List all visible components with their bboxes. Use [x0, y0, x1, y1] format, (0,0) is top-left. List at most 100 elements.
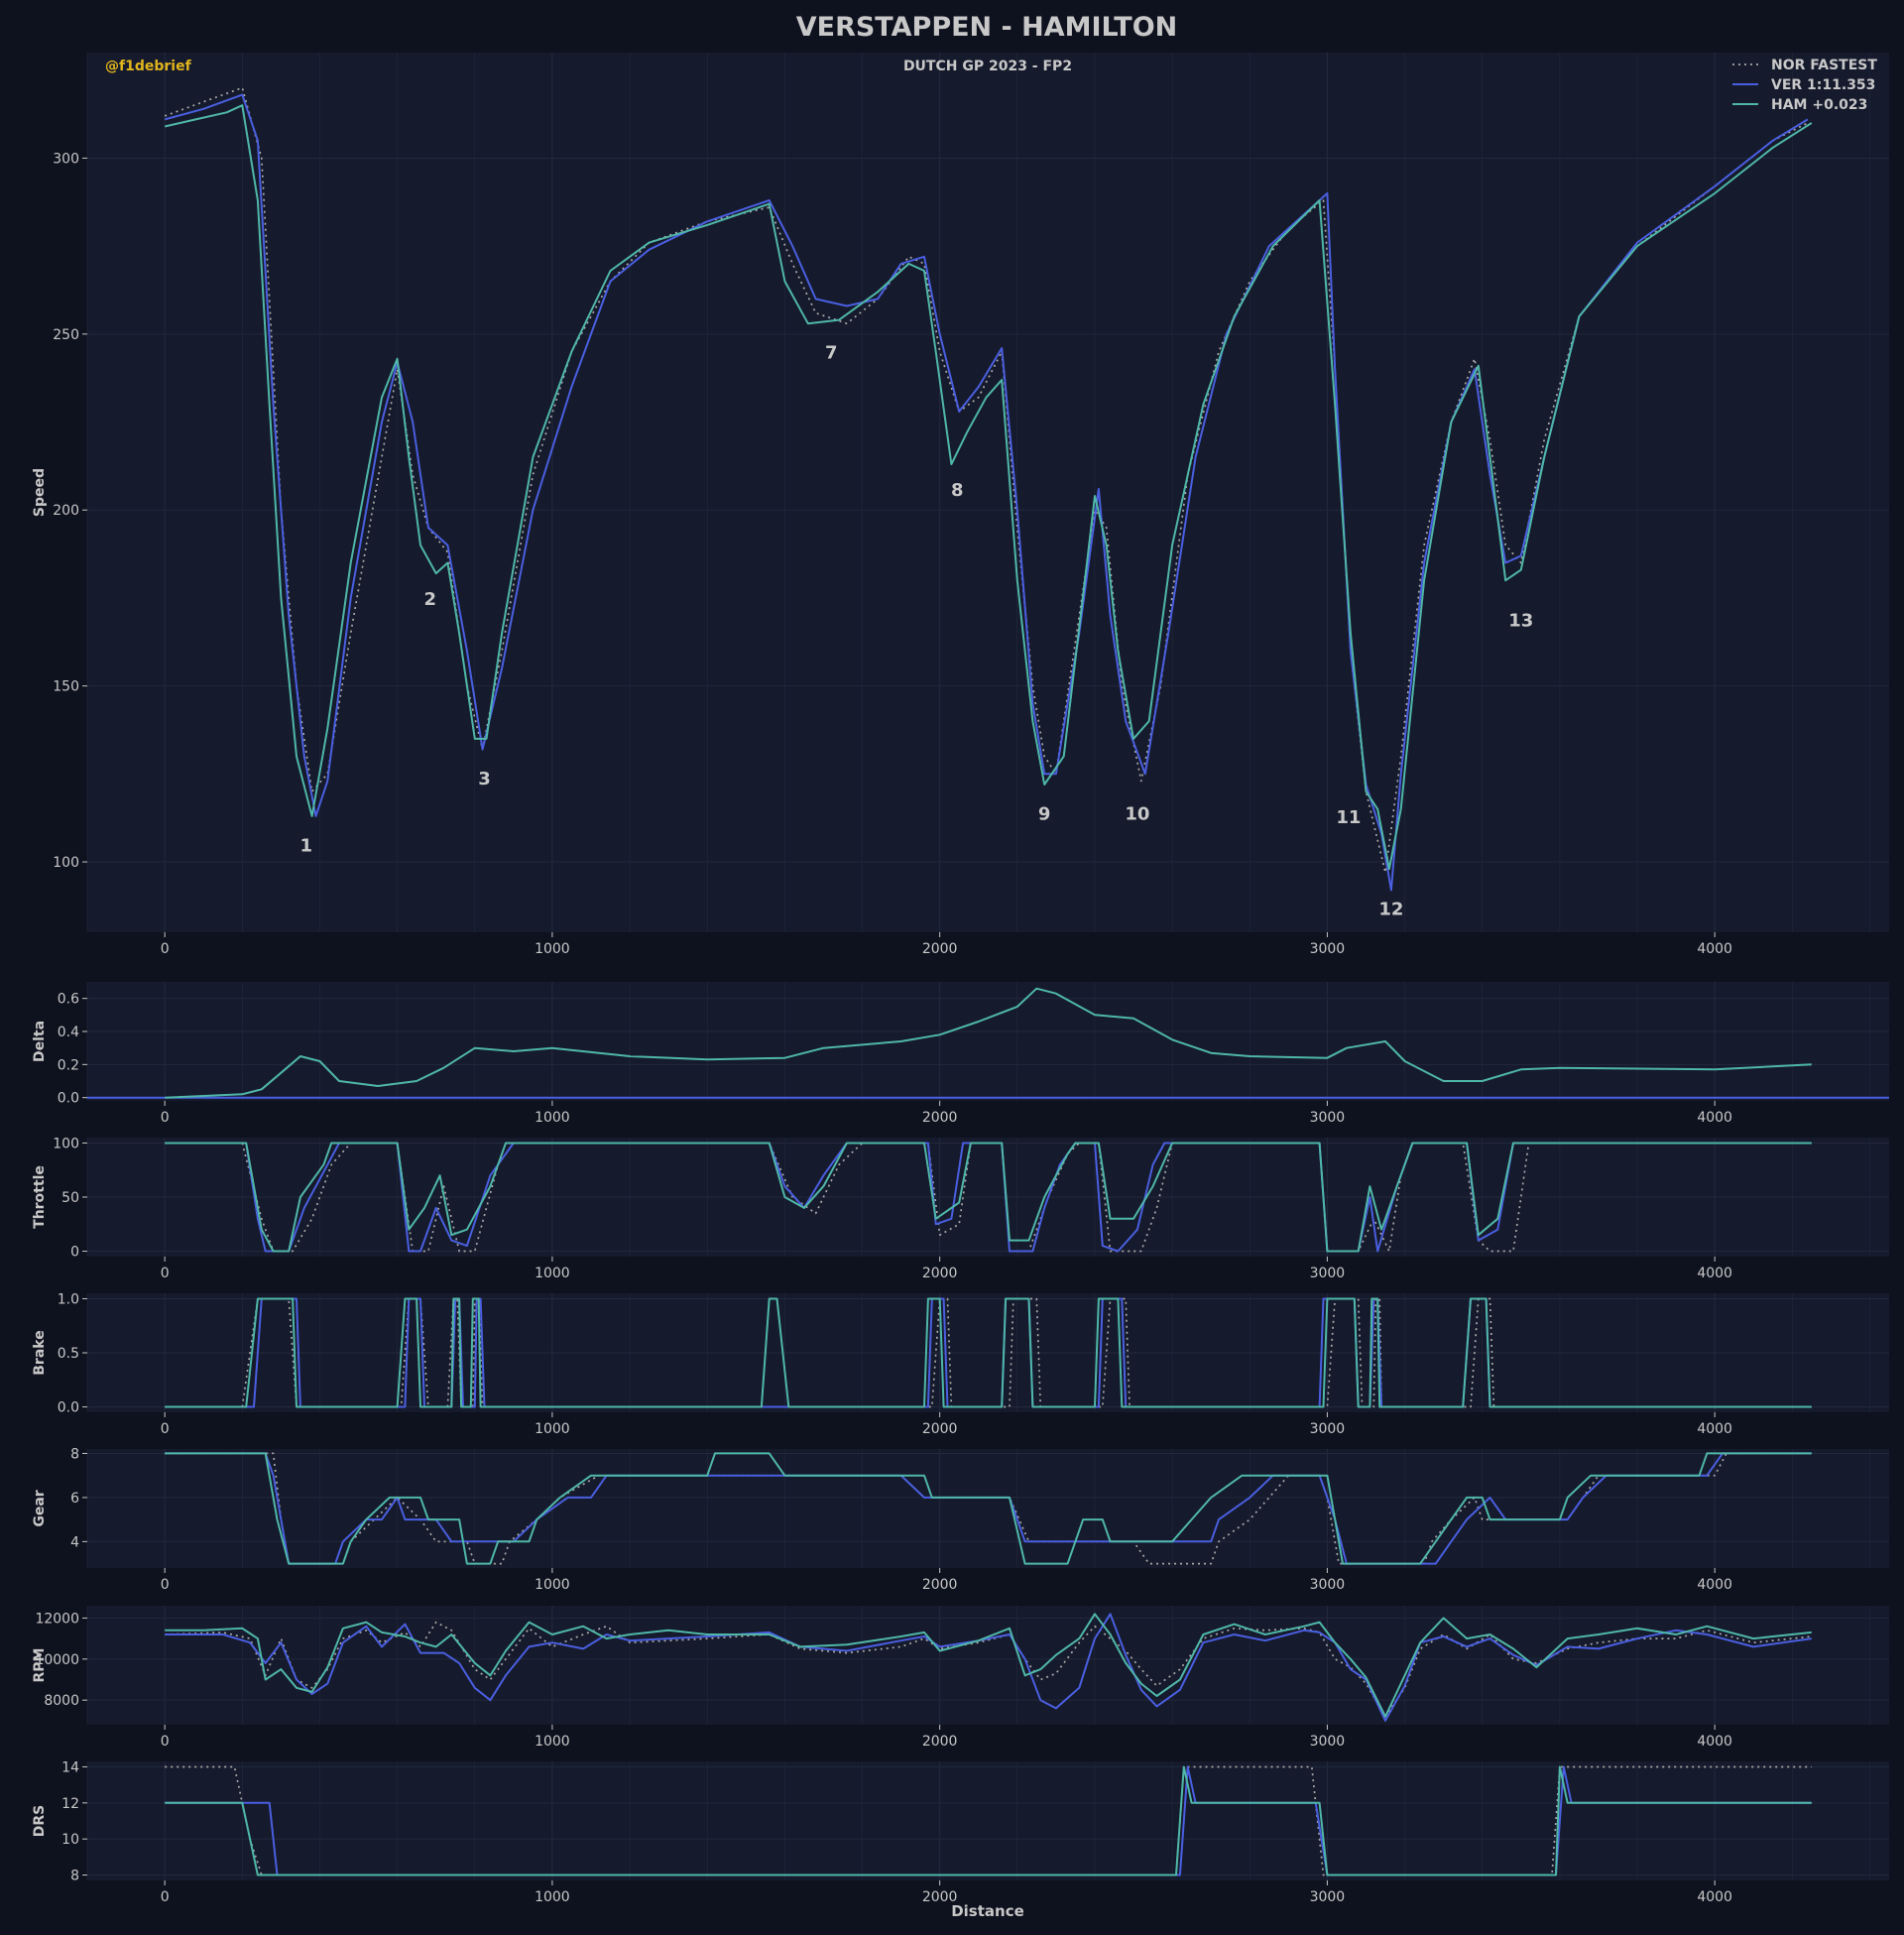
rpm-axis-label: RPM [32, 1648, 48, 1683]
corner-label: 7 [825, 343, 838, 364]
gear-series-nor [165, 1452, 1812, 1565]
gear-series-ver [165, 1452, 1812, 1565]
rpm-grid [86, 1606, 1889, 1725]
gear-series-ham [165, 1452, 1812, 1565]
y-tick-label: 4 [70, 1534, 79, 1550]
corner-label: 10 [1125, 803, 1149, 824]
panel-brake: 0.0 0.5 1.0 0 1000 2000 3000 4000 Brake [32, 1291, 1889, 1437]
speed-grid [86, 53, 1889, 932]
drs-plot-area [87, 1761, 1889, 1880]
y-tick-label: 0 [70, 1245, 79, 1261]
gear-axis-label: Gear [32, 1490, 48, 1526]
x-tick-label: 0 [161, 1110, 170, 1126]
x-tick-label: 3000 [1310, 1421, 1346, 1437]
x-tick-label: 2000 [922, 1734, 958, 1750]
x-axis-label: Distance [951, 1902, 1024, 1920]
rpm-series-ver [165, 1613, 1812, 1722]
y-tick-label: 100 [53, 1136, 79, 1151]
y-tick-label: 0.2 [58, 1057, 79, 1073]
throttle-axis-label: Throttle [32, 1165, 48, 1229]
legend-label-ver: VER 1:11.353 [1771, 77, 1875, 93]
corner-label: 12 [1378, 899, 1403, 919]
x-tick-label: 2000 [922, 1889, 958, 1905]
x-tick-label: 3000 [1310, 1577, 1346, 1593]
x-tick-label: 0 [161, 1734, 170, 1750]
x-tick-label: 0 [161, 941, 170, 957]
delta-series-ham [165, 987, 1812, 1099]
x-tick-label: 4000 [1697, 1889, 1732, 1905]
corner-label: 8 [951, 480, 964, 501]
x-tick-label: 1000 [535, 1266, 570, 1281]
panel-gear: 4 6 8 0 1000 2000 3000 4000 Gear [32, 1446, 1889, 1593]
panel-rpm: 8000 10000 12000 0 1000 2000 3000 4000 RPM [32, 1606, 1889, 1750]
x-tick-label: 4000 [1697, 1734, 1732, 1750]
corner-label: 3 [478, 769, 491, 789]
x-tick-label: 1000 [535, 1421, 570, 1437]
x-tick-label: 1000 [535, 1889, 570, 1905]
x-tick-label: 1000 [535, 1110, 570, 1126]
panel-drs: 8 10 12 14 0 1000 2000 3000 4000 DRS [32, 1759, 1889, 1905]
corner-label: 11 [1336, 807, 1361, 828]
corner-label: 13 [1508, 610, 1533, 631]
x-tick-label: 1000 [535, 1734, 570, 1750]
brake-axis-label: Brake [32, 1330, 48, 1375]
y-tick-label: 200 [53, 503, 79, 519]
y-tick-label: 300 [53, 151, 79, 167]
x-tick-label: 1000 [535, 1577, 570, 1593]
brake-series-ham [165, 1297, 1812, 1408]
x-tick-label: 2000 [922, 1577, 958, 1593]
y-tick-label: 0.0 [58, 1091, 79, 1107]
y-tick-label: 50 [61, 1190, 79, 1206]
rpm-series-ham [165, 1613, 1812, 1718]
panel-delta: 0.0 0.2 0.4 0.6 0 1000 2000 3000 4000 Delta [32, 982, 1889, 1126]
x-tick-label: 0 [161, 1421, 170, 1437]
speed-axis-label: Speed [32, 468, 48, 517]
x-tick-label: 4000 [1697, 1266, 1732, 1281]
throttle-series-ham [165, 1142, 1812, 1253]
speed-series-ham [164, 104, 1813, 871]
drs-axis-label: DRS [32, 1805, 48, 1837]
x-tick-label: 0 [161, 1577, 170, 1593]
chart-title: VERSTAPPEN - HAMILTON [796, 12, 1178, 43]
x-tick-label: 4000 [1697, 1421, 1732, 1437]
y-tick-label: 10000 [35, 1652, 79, 1668]
y-tick-label: 100 [53, 855, 79, 871]
drs-series-ham [165, 1765, 1812, 1876]
x-tick-label: 1000 [535, 941, 570, 957]
x-tick-label: 4000 [1697, 1577, 1732, 1593]
y-tick-label: 0.4 [58, 1025, 79, 1040]
x-tick-label: 3000 [1310, 941, 1346, 957]
x-tick-label: 3000 [1310, 1889, 1346, 1905]
y-tick-label: 12000 [35, 1611, 79, 1627]
delta-plot-area [87, 982, 1889, 1101]
x-tick-label: 2000 [922, 1110, 958, 1126]
speed-plot-area [87, 53, 1889, 932]
y-tick-label: 8000 [44, 1693, 79, 1709]
y-tick-label: 10 [61, 1832, 79, 1848]
y-tick-label: 8 [70, 1869, 79, 1884]
x-tick-label: 4000 [1697, 941, 1732, 957]
y-tick-label: 150 [53, 679, 79, 695]
x-tick-label: 0 [161, 1889, 170, 1905]
corner-label: 2 [424, 589, 437, 610]
corner-label: 1 [300, 835, 313, 856]
y-tick-label: 0.6 [58, 992, 79, 1008]
speed-series-nor [164, 86, 1809, 874]
legend-label-ham: HAM +0.023 [1771, 97, 1867, 113]
y-tick-label: 250 [53, 327, 79, 343]
y-tick-label: 0.5 [58, 1346, 79, 1362]
y-tick-label: 6 [70, 1491, 79, 1507]
x-tick-label: 3000 [1310, 1110, 1346, 1126]
watermark: @f1debrief [105, 59, 192, 74]
x-tick-label: 0 [161, 1266, 170, 1281]
legend-label-nor: NOR FASTEST [1771, 58, 1877, 73]
y-tick-label: 12 [61, 1796, 79, 1812]
x-tick-label: 2000 [922, 1421, 958, 1437]
x-tick-label: 2000 [922, 1266, 958, 1281]
corner-label: 9 [1038, 803, 1051, 824]
delta-axis-label: Delta [32, 1021, 48, 1062]
